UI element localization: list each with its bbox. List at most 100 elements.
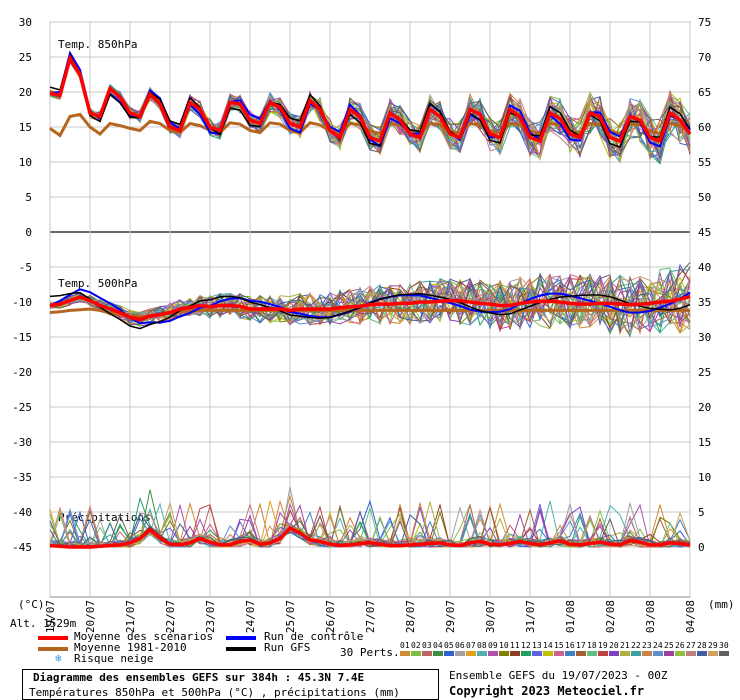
x-tick-label: 24/07	[244, 600, 257, 633]
legend-climo-label: Moyenne 1981-2010	[74, 641, 187, 654]
left-tick-label: 15	[19, 121, 32, 134]
left-tick-label: -5	[19, 261, 32, 274]
pert-legend-swatch	[499, 651, 509, 656]
x-tick-label: 01/08	[564, 600, 577, 633]
pert-legend-swatch	[664, 651, 674, 656]
right-tick-label: 65	[698, 86, 711, 99]
pert-legend-label: 03	[422, 641, 432, 650]
pert-legend-label: 20	[609, 641, 619, 650]
run-info: Ensemble GEFS du 19/07/2023 - 00Z	[449, 669, 668, 682]
pert-legend-swatch	[686, 651, 696, 656]
pert-legend-swatch	[543, 651, 553, 656]
x-tick-label: 02/08	[604, 600, 617, 633]
pert-legend-swatch	[576, 651, 586, 656]
pert-legend-label: 05	[444, 641, 454, 650]
right-tick-label: 50	[698, 191, 711, 204]
right-tick-label: 55	[698, 156, 711, 169]
pert-legend-swatch	[708, 651, 718, 656]
pert-legend-swatch	[521, 651, 531, 656]
pert-legend-label: 07	[466, 641, 476, 650]
right-tick-label: 10	[698, 471, 711, 484]
pert-legend-label: 26	[675, 641, 685, 650]
pert-legend-swatch	[510, 651, 520, 656]
x-tick-label: 29/07	[444, 600, 457, 633]
right-tick-label: 0	[698, 541, 705, 554]
left-tick-label: 0	[25, 226, 32, 239]
left-tick-label: 30	[19, 16, 32, 29]
pert-legend-label: 15	[554, 641, 564, 650]
legend-mean-swatch	[38, 636, 68, 640]
pert-legend-label: 28	[697, 641, 707, 650]
right-tick-label: 15	[698, 436, 711, 449]
panel-label: Temp. 850hPa	[58, 38, 137, 51]
legend-control-swatch	[226, 636, 256, 640]
pert-legend-swatch	[620, 651, 630, 656]
pert-legend-swatch	[653, 651, 663, 656]
panel-label: Temp. 500hPa	[58, 277, 137, 290]
pert-precip-line	[49, 506, 691, 548]
pert-legend-label: 27	[686, 641, 696, 650]
pert-500-line	[49, 274, 691, 333]
left-tick-label: -35	[12, 471, 32, 484]
pert-legend-swatch	[631, 651, 641, 656]
pert-legend-swatch	[422, 651, 432, 656]
pert-legend-swatch	[697, 651, 707, 656]
pert-legend-label: 25	[664, 641, 674, 650]
right-tick-label: 20	[698, 401, 711, 414]
mean-precip-line	[49, 525, 691, 549]
legend-snow-label: Risque neige	[74, 652, 154, 665]
pert-legend-label: 09	[488, 641, 498, 650]
pert-legend-label: 21	[620, 641, 630, 650]
right-tick-label: 75	[698, 16, 711, 29]
left-tick-label: 10	[19, 156, 32, 169]
pert-legend-label: 30	[719, 641, 729, 650]
left-unit-label: (°C)	[18, 598, 45, 611]
mean-850-line	[49, 54, 692, 144]
pert-legend-swatch	[433, 651, 443, 656]
right-tick-label: 35	[698, 296, 711, 309]
pert-legend-label: 06	[455, 641, 465, 650]
snowflake-icon: ❄	[55, 652, 62, 665]
panel-label: Précipitations	[58, 511, 151, 524]
pert-legend-label: 13	[532, 641, 542, 650]
pert-legend-label: 14	[543, 641, 553, 650]
right-tick-label: 5	[698, 506, 705, 519]
left-tick-label: 20	[19, 86, 32, 99]
pert-legend-swatch	[477, 651, 487, 656]
left-tick-label: 25	[19, 51, 32, 64]
right-tick-label: 30	[698, 331, 711, 344]
left-tick-label: -10	[12, 296, 32, 309]
left-tick-label: -45	[12, 541, 32, 554]
gfs-500-line	[49, 291, 691, 330]
pert-legend-label: 17	[576, 641, 586, 650]
right-unit-label: (mm)	[708, 598, 735, 611]
pert-500-line	[49, 275, 691, 332]
pert-legend-swatch	[455, 651, 465, 656]
pert-legend-label: 16	[565, 641, 575, 650]
pert-legend-label: 24	[653, 641, 663, 650]
x-tick-label: 25/07	[284, 600, 297, 633]
pert-legend-label: 04	[433, 641, 443, 650]
mean-500-line	[49, 294, 691, 322]
pert-legend-swatch	[609, 651, 619, 656]
left-tick-label: -20	[12, 366, 32, 379]
pert-legend-swatch	[444, 651, 454, 656]
legend-gfs-label: Run GFS	[264, 641, 311, 654]
pert-legend-label: 23	[642, 641, 652, 650]
pert-legend-label: 11	[510, 641, 520, 650]
pert-legend-label: 29	[708, 641, 718, 650]
x-tick-label: 21/07	[124, 600, 137, 633]
pert-legend-swatch	[587, 651, 597, 656]
left-tick-label: 5	[25, 191, 32, 204]
legend-control-label: Run de contrôle	[264, 630, 364, 643]
pert-legend-label: 08	[477, 641, 487, 650]
pert-legend-label: 02	[411, 641, 421, 650]
left-tick-label: -25	[12, 401, 32, 414]
pert-legend-swatch	[466, 651, 476, 656]
pert-legend-label: 19	[598, 641, 608, 650]
pert-legend-swatch	[411, 651, 421, 656]
x-tick-label: 20/07	[84, 600, 97, 633]
right-tick-label: 60	[698, 121, 711, 134]
left-tick-label: -40	[12, 506, 32, 519]
legend-gfs-swatch	[226, 647, 256, 651]
